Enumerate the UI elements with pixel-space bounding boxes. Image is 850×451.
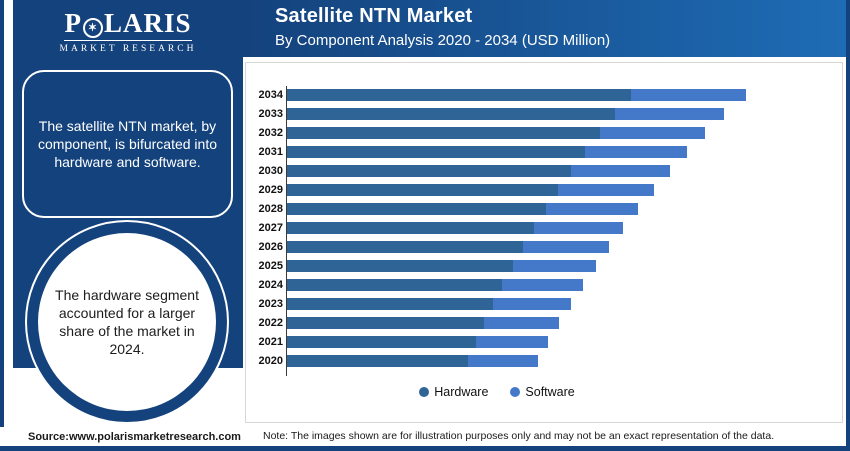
logo-subtitle: MARKET RESEARCH <box>59 44 197 54</box>
callout-text: The satellite NTN market, by component, … <box>38 117 217 171</box>
source-text: Source:www.polarismarketresearch.com <box>28 431 241 443</box>
hardware-bar-segment-2020 <box>287 355 468 367</box>
y-axis-line <box>286 86 287 376</box>
software-bar-segment-2020 <box>468 355 538 367</box>
hardware-bar-segment-2034 <box>287 89 631 101</box>
chart-title: Satellite NTN Market <box>275 5 473 27</box>
legend-item-software: Software <box>510 385 575 399</box>
hardware-bar-segment-2024 <box>287 279 502 291</box>
software-bar-segment-2031 <box>585 146 687 158</box>
compass-star-icon: ✶ <box>82 18 103 38</box>
hardware-bar-segment-2022 <box>287 317 484 329</box>
year-label-2030: 2030 <box>258 165 283 177</box>
software-bar-segment-2024 <box>502 279 583 291</box>
year-label-2033: 2033 <box>258 108 283 120</box>
hardware-bar-segment-2025 <box>287 260 513 272</box>
software-bar-segment-2026 <box>523 241 609 253</box>
software-bar-segment-2030 <box>571 165 670 177</box>
logo-letters-laris: LARIS <box>103 8 192 38</box>
legend-dot-software <box>510 387 521 397</box>
hardware-bar-segment-2033 <box>287 108 615 120</box>
year-label-2026: 2026 <box>258 241 283 253</box>
software-bar-segment-2033 <box>615 108 724 120</box>
software-bar-segment-2028 <box>546 203 638 215</box>
chart-legend: Hardware Software <box>287 385 707 399</box>
hardware-bar-segment-2026 <box>287 241 523 253</box>
software-bar-segment-2029 <box>558 184 654 196</box>
note-text: Note: The images shown are for illustrat… <box>263 430 775 442</box>
hardware-bar-segment-2031 <box>287 146 585 158</box>
hardware-bar-segment-2032 <box>287 127 600 139</box>
hardware-bar-segment-2030 <box>287 165 571 177</box>
software-bar-segment-2021 <box>476 336 548 348</box>
year-label-2021: 2021 <box>258 336 283 348</box>
legend-item-hardware: Hardware <box>419 385 488 399</box>
software-bar-segment-2032 <box>600 127 705 139</box>
callout-box: The satellite NTN market, by component, … <box>22 70 233 218</box>
highlight-circle: The hardware segment accounted for a lar… <box>38 233 216 411</box>
logo-divider-line <box>64 40 192 41</box>
hardware-bar-segment-2029 <box>287 184 558 196</box>
chart-panel: 2034 2033 2032 2031 2030 2029 2028 2027 2026 2025… <box>245 62 843 423</box>
polaris-logo: P ✶ LARIS MARKET RESEARCH <box>13 8 243 54</box>
chart-subtitle: By Component Analysis 2020 - 2034 (USD M… <box>275 32 611 49</box>
year-label-2034: 2034 <box>258 89 283 101</box>
year-label-2031: 2031 <box>258 146 283 158</box>
legend-label-software: Software <box>525 385 575 399</box>
year-label-2023: 2023 <box>258 298 283 310</box>
year-label-2022: 2022 <box>258 317 283 329</box>
right-border-bar <box>846 0 850 451</box>
hardware-bar-segment-2028 <box>287 203 546 215</box>
logo-letter-p: P <box>64 8 82 38</box>
hardware-bar-segment-2027 <box>287 222 534 234</box>
bottom-border-bar <box>0 446 850 451</box>
year-label-2025: 2025 <box>258 260 283 272</box>
hardware-bar-segment-2021 <box>287 336 476 348</box>
year-label-2028: 2028 <box>258 203 283 215</box>
year-label-2032: 2032 <box>258 127 283 139</box>
software-bar-segment-2025 <box>513 260 596 272</box>
software-bar-segment-2022 <box>484 317 559 329</box>
hardware-bar-segment-2023 <box>287 298 493 310</box>
highlight-circle-text: The hardware segment accounted for a lar… <box>55 286 199 358</box>
year-label-2027: 2027 <box>258 222 283 234</box>
software-bar-segment-2034 <box>631 89 746 101</box>
logo-wordmark: P ✶ LARIS <box>13 8 243 38</box>
year-label-2020: 2020 <box>258 355 283 367</box>
software-bar-segment-2027 <box>534 222 623 234</box>
chart-header-band: Satellite NTN Market By Component Analys… <box>243 0 846 57</box>
year-label-2029: 2029 <box>258 184 283 196</box>
legend-label-hardware: Hardware <box>434 385 489 399</box>
legend-dot-hardware <box>419 387 430 397</box>
left-border-bar <box>0 0 4 427</box>
year-label-2024: 2024 <box>258 279 283 291</box>
software-bar-segment-2023 <box>493 298 571 310</box>
